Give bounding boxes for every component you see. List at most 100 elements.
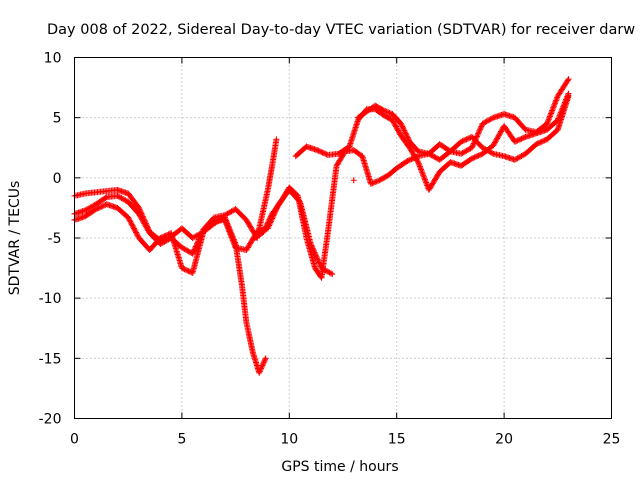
data-point xyxy=(402,130,409,137)
data-point xyxy=(513,138,520,145)
data-point xyxy=(489,150,496,157)
data-point xyxy=(511,138,518,145)
data-point xyxy=(157,235,164,241)
data-point xyxy=(517,136,524,143)
data-point xyxy=(101,202,108,209)
data-point xyxy=(190,247,197,254)
x-axis-label: GPS time / hours xyxy=(281,459,398,475)
data-point xyxy=(184,267,191,274)
data-point xyxy=(178,265,185,272)
data-point xyxy=(367,180,374,187)
data-point xyxy=(405,157,412,164)
data-point xyxy=(158,234,165,241)
data-point xyxy=(370,179,377,186)
data-point xyxy=(471,139,478,146)
x-tick-label-3: 15 xyxy=(388,432,406,448)
data-point xyxy=(375,177,382,184)
data-point xyxy=(314,147,321,154)
data-point xyxy=(126,217,133,224)
x-tick-label-1: 5 xyxy=(177,432,186,448)
data-point xyxy=(258,363,265,370)
data-point xyxy=(125,215,132,222)
data-point xyxy=(390,118,397,125)
data-point xyxy=(132,228,139,235)
data-point xyxy=(473,134,480,141)
data-point xyxy=(327,270,334,277)
data-point xyxy=(446,147,453,154)
data-point xyxy=(182,266,189,273)
data-point xyxy=(472,153,479,160)
data-point xyxy=(394,126,401,133)
data-point xyxy=(534,140,541,147)
data-point xyxy=(464,135,471,142)
data-point xyxy=(537,139,544,146)
data-point xyxy=(478,123,485,130)
data-point xyxy=(533,141,540,148)
data-point xyxy=(316,148,323,155)
axis-ticks xyxy=(74,57,612,419)
data-point xyxy=(161,233,168,240)
data-point xyxy=(398,122,405,129)
data-point xyxy=(476,127,483,134)
data-point xyxy=(463,136,470,143)
data-point xyxy=(474,132,481,139)
data-point xyxy=(468,155,475,162)
y-tick-label-1: -15 xyxy=(39,351,62,367)
data-point xyxy=(391,120,398,127)
data-point xyxy=(383,108,390,115)
data-point xyxy=(192,243,199,250)
data-point xyxy=(400,126,407,133)
data-point xyxy=(472,137,479,144)
data-point xyxy=(373,178,380,185)
data-point xyxy=(258,365,265,372)
data-point xyxy=(293,191,300,198)
data-point xyxy=(393,124,400,131)
data-point xyxy=(130,225,137,232)
data-point xyxy=(314,256,321,263)
data-point xyxy=(565,76,572,83)
data-point xyxy=(129,222,136,229)
data-point xyxy=(266,216,273,223)
data-point xyxy=(518,135,525,142)
data-point xyxy=(471,154,478,161)
data-point xyxy=(515,136,522,143)
data-point xyxy=(462,136,469,143)
data-point xyxy=(369,180,376,187)
data-point xyxy=(273,136,280,143)
data-point xyxy=(401,127,408,134)
data-point xyxy=(130,224,137,231)
chart-title: Day 008 of 2022, Sidereal Day-to-day VTE… xyxy=(47,22,635,38)
data-point xyxy=(459,138,466,145)
y-tick-label-0: -20 xyxy=(39,412,62,428)
y-tick-label-4: 0 xyxy=(53,171,62,187)
data-point xyxy=(97,204,104,211)
data-point xyxy=(395,127,402,134)
data-point xyxy=(160,233,167,240)
data-point xyxy=(265,217,272,224)
data-point xyxy=(128,219,135,226)
data-point xyxy=(125,214,132,221)
x-tick-label-5: 25 xyxy=(603,432,621,448)
data-point xyxy=(262,356,269,363)
data-point xyxy=(322,150,329,157)
data-point xyxy=(397,120,404,127)
data-point xyxy=(262,224,269,231)
data-point xyxy=(162,232,169,239)
x-tick-label-2: 10 xyxy=(280,432,298,448)
data-point xyxy=(315,258,322,265)
data-point xyxy=(564,77,571,84)
data-point xyxy=(131,226,138,233)
data-point xyxy=(260,228,267,235)
data-point xyxy=(320,150,327,157)
data-point xyxy=(382,108,389,115)
y-tick-label-3: -5 xyxy=(48,231,62,247)
data-point xyxy=(312,250,319,257)
y-tick-label-6: 10 xyxy=(44,51,62,67)
data-point xyxy=(319,149,326,156)
data-point xyxy=(407,156,414,163)
data-point xyxy=(395,128,402,135)
data-point xyxy=(472,136,479,143)
data-point xyxy=(476,151,483,158)
series-trace-e xyxy=(292,90,572,193)
data-point xyxy=(399,124,406,131)
